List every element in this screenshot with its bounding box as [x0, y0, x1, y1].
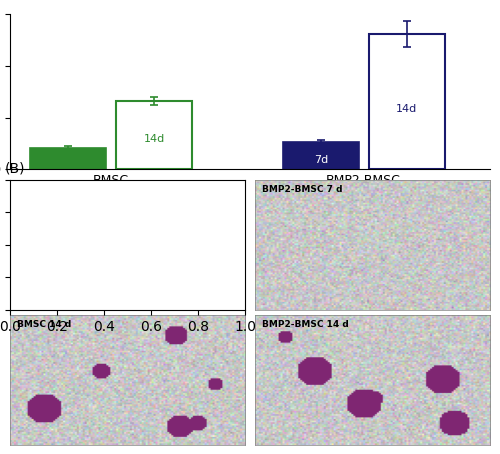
- Text: BMSC 7 d: BMSC 7 d: [17, 185, 65, 194]
- Bar: [116, 101, 192, 169]
- Text: 14d: 14d: [396, 104, 417, 114]
- Text: 14d: 14d: [144, 133, 165, 143]
- Text: BMSC 14 d: BMSC 14 d: [17, 320, 72, 329]
- Text: 7d: 7d: [61, 157, 75, 167]
- Bar: [30, 148, 106, 169]
- Bar: [283, 143, 358, 169]
- Text: (B): (B): [5, 162, 25, 175]
- Text: BMP2-BMSC 7 d: BMP2-BMSC 7 d: [262, 185, 342, 194]
- Bar: [368, 35, 444, 169]
- Text: 7d: 7d: [314, 155, 328, 165]
- Text: BMP2-BMSC 14 d: BMP2-BMSC 14 d: [262, 320, 348, 329]
